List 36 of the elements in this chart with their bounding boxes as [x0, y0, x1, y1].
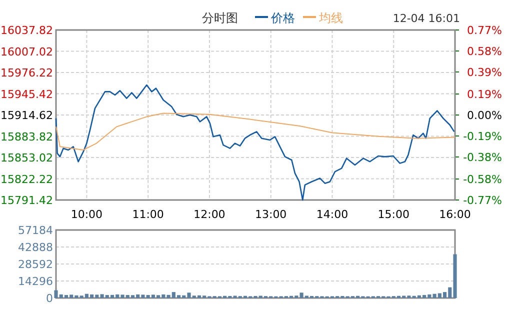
y-tick-label: 16037.82 [0, 24, 53, 37]
text: 12-04 16:01 [392, 12, 460, 25]
y2-tick-label: 0.58% [467, 44, 502, 58]
y-tick-label: 15791.42 [0, 194, 53, 207]
legend-label: 均线 [318, 11, 343, 25]
y2-tick-label: 0.00% [467, 109, 502, 122]
y2-tick-label: 0.77% [467, 24, 502, 37]
y2-tick-label: -0.38% [463, 150, 502, 164]
chart-title: 分时图 [202, 11, 238, 25]
y-tick-label: 28592 [18, 258, 53, 271]
legend-label: 价格 [270, 11, 295, 25]
y2-tick-label: -0.77% [463, 194, 502, 207]
x-tick-label: 16:00 [439, 208, 471, 221]
x-tick-label: 14:00 [316, 208, 348, 221]
y-tick-label: 15914.62 [0, 109, 53, 122]
line-series [56, 112, 456, 150]
y-tick-label: 15976.22 [0, 66, 53, 80]
y-tick-label: 15883.82 [0, 130, 53, 144]
x-tick-label: 15:00 [378, 208, 410, 221]
y-tick-label: 42888 [18, 241, 53, 254]
y2-tick-label: -0.58% [463, 173, 502, 186]
y2-tick-label: 0.39% [467, 66, 502, 79]
x-tick-label: 13:00 [254, 208, 287, 221]
x-tick-label: 11:00 [132, 208, 164, 221]
y-tick-label: 16007.02 [0, 45, 53, 58]
x-tick-label: 10:00 [70, 208, 103, 221]
y-tick-label: 0 [46, 292, 53, 305]
y-tick-label: 15822.22 [0, 172, 53, 186]
x-tick-label: 12:00 [194, 208, 226, 221]
y-tick-label: 15853.02 [0, 152, 53, 164]
line-series [55, 84, 455, 201]
y-tick-label: 57184 [18, 224, 53, 237]
y2-tick-label: -0.19% [463, 130, 502, 143]
y-tick-label: 15945.42 [0, 88, 53, 101]
y2-tick-label: 0.19% [467, 88, 502, 102]
y-tick-label: 14296 [18, 275, 53, 288]
